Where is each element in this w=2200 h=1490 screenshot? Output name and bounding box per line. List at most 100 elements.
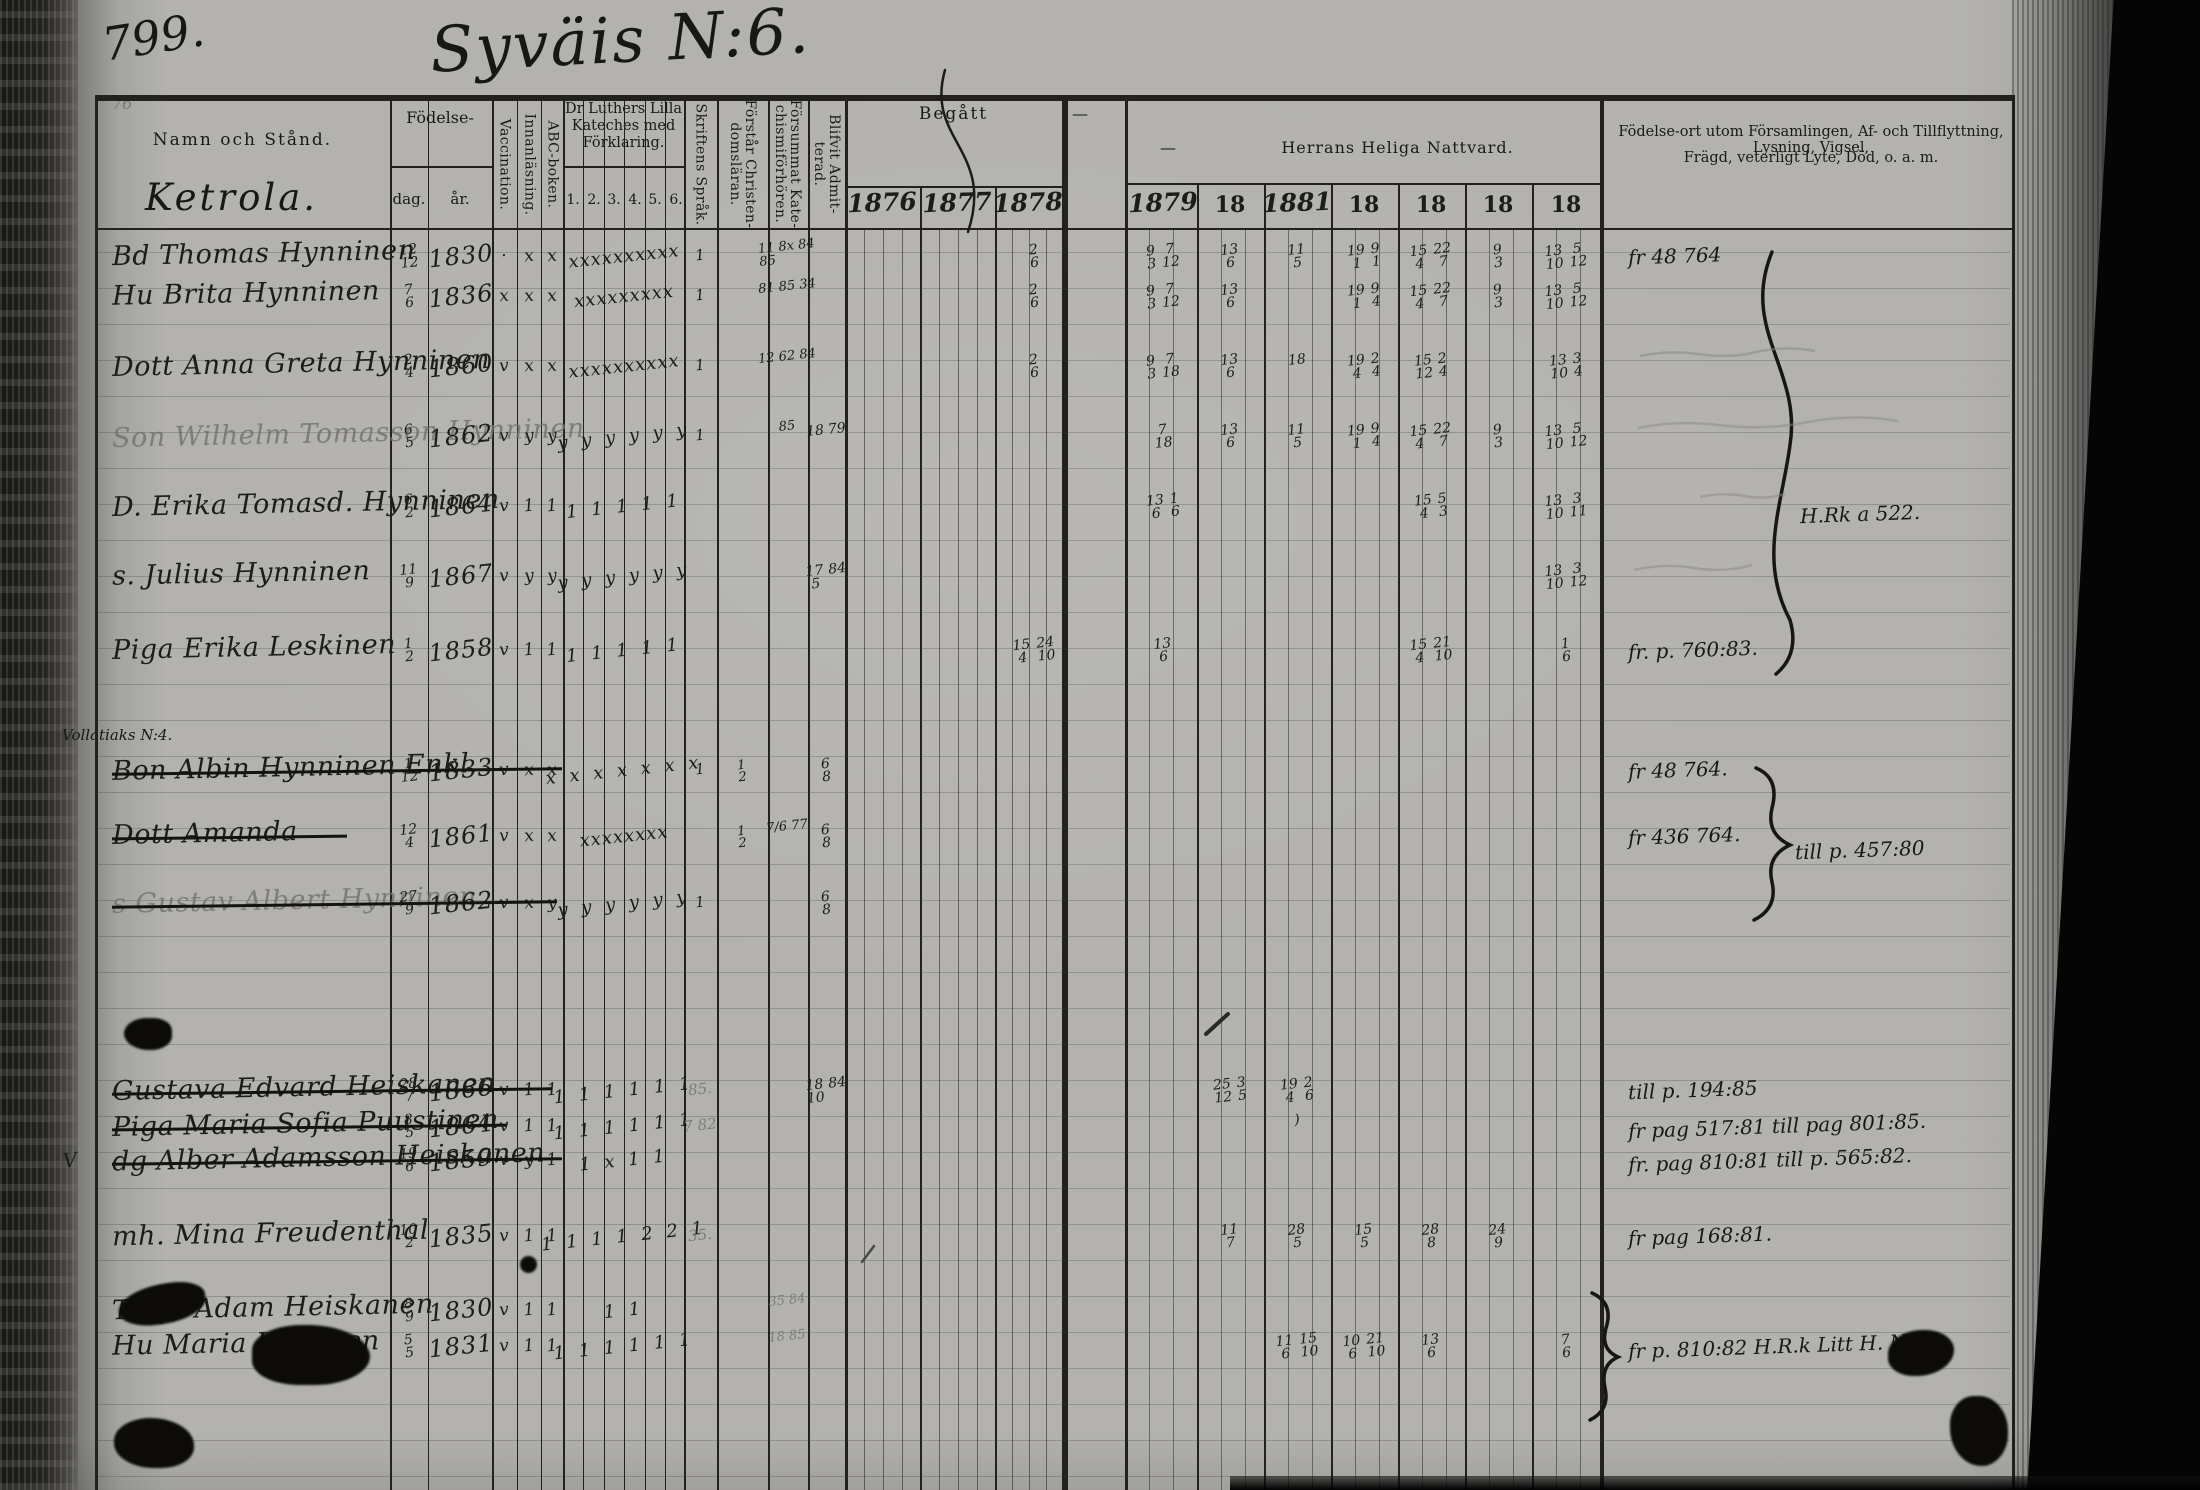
table-line [1379, 228, 1380, 1490]
abc-book-mark: 1 [545, 639, 559, 661]
vaccination-mark: v [498, 495, 510, 517]
table-line [883, 228, 884, 1490]
row-name: mh. Mina Freudenthal [111, 1214, 430, 1253]
table-line [624, 95, 625, 1490]
nattvard-year-label: 18 [1214, 192, 1246, 218]
birth-year: 1862 [427, 418, 495, 454]
birth-year: 1867 [427, 558, 495, 594]
ink-blot [124, 1018, 172, 1050]
admitted-mark: 18 10 84 [804, 1073, 847, 1108]
row-annotation: fr pag 168:81. [1627, 1221, 1773, 1251]
vaccination-mark: v [498, 825, 510, 847]
row-annotation: fr. p. 760:83. [1627, 635, 1759, 665]
table-line [1355, 228, 1356, 1490]
reading-mark: 1 [522, 1299, 536, 1321]
book-spine [0, 0, 80, 1490]
reading-mark: 1 [522, 1335, 536, 1357]
section-note: Vollatiaks N:4. [62, 726, 173, 744]
communion-mark: 9 3 7 12 [1145, 240, 1181, 273]
communion-mark: 19 1 9 4 [1346, 280, 1382, 313]
table-line [845, 95, 848, 1490]
table-line [808, 95, 810, 1490]
extra-annotation: H.Rk a 522. [1799, 499, 1921, 529]
communion-mark: 15 4 5 3 [1413, 490, 1449, 523]
village-name: Ketrola. [145, 176, 319, 219]
communion-mark: 13 10 5 12 [1543, 240, 1589, 274]
row-annotation: fr pag 517:81 till pag 801:85. [1627, 1108, 1927, 1144]
missed-exam-mark: 7/6 77 [765, 816, 809, 837]
table-line [1556, 228, 1557, 1490]
paper-page [78, 0, 2120, 1490]
birth-day: 10 2 [398, 1221, 419, 1252]
col-header-catechism: Dr Luthers Lilla Kateches med Förklaring… [564, 101, 682, 151]
birth-year: 1864 [427, 488, 495, 524]
ink-blot [114, 1418, 194, 1468]
vaccination-mark: v [498, 355, 510, 377]
nattvard-year-label: 1879 [1127, 186, 1199, 219]
communion-mark: 15 4 24 10 [1011, 633, 1057, 667]
catechism-subcol-label: 2. [587, 192, 601, 208]
table-line [1600, 95, 1604, 1490]
table-line [684, 95, 686, 1490]
row-name: Bon Albin Hynninen Enkl. [111, 748, 479, 787]
table-line [717, 95, 719, 1490]
table-line [97, 396, 2010, 397]
table-line [97, 1152, 2010, 1153]
vaccination-mark: · [500, 245, 508, 267]
communion-mark: 13 6 [1219, 281, 1240, 312]
row-annotation: fr. pag 810:81 till p. 565:82. [1627, 1143, 1913, 1177]
table-line [1062, 95, 1068, 1490]
ink-blot [1950, 1396, 2008, 1466]
birth-day: 12 4 [398, 821, 419, 852]
row-name: Piga Erika Leskinen [111, 629, 397, 666]
table-line [1312, 228, 1313, 1490]
col-header-birthplace-line1: Födelse-ort utom Församlingen, Af- och T… [1618, 124, 2004, 156]
table-line [1197, 183, 1199, 1490]
col-header-nattvard: Herrans Heliga Nattvard. [1281, 138, 1514, 157]
communion-mark: 9 3 7 12 [1145, 280, 1181, 313]
table-line [1046, 228, 1047, 1490]
row-annotation: fr 48 764 [1627, 242, 1722, 270]
begatt-year-label: 1876 [846, 186, 918, 219]
nattvard-dash: — [1160, 138, 1176, 157]
table-line [97, 1296, 2010, 1297]
reading-mark: 1 [522, 495, 536, 517]
begatt-dash: — [1072, 104, 1088, 123]
scripture-mark: 1 [694, 285, 706, 305]
catechism-marks: 1 1 [602, 1297, 646, 1324]
abc-book-mark: 1 [545, 495, 559, 517]
table-line [97, 1260, 2010, 1261]
begatt-year-label: 1878 [992, 186, 1064, 219]
communion-mark: 11 7 [1219, 1221, 1240, 1252]
nattvard-year-label: 18 [1348, 192, 1380, 218]
margin-check-mark: V [61, 1147, 79, 1173]
scripture-mark: 1 [694, 759, 706, 779]
reading-mark: x [523, 285, 535, 307]
table-line [97, 468, 2010, 469]
abc-book-mark: 1 [545, 1299, 559, 1321]
table-line [958, 228, 959, 1490]
table-line [95, 228, 2012, 230]
table-line [604, 95, 605, 1490]
birth-year: 1831 [427, 1328, 495, 1364]
communion-mark: 11 5 [1286, 421, 1307, 452]
communion-mark: 15 4 22 7 [1408, 239, 1452, 273]
scripture-mark: 1 [694, 892, 706, 912]
scripture-mark: 35. [687, 1224, 713, 1246]
col-header-birth: Födelse- [406, 108, 474, 127]
reading-mark: 1 [522, 1115, 536, 1137]
birth-day: 11 9 [398, 561, 419, 592]
col-header-birthplace-line2: Frägd, veterligt Lyte, Död, o. a. m. [1683, 150, 1939, 166]
ink-blot [520, 1256, 537, 1273]
communion-mark: 13 6 1 6 [1145, 490, 1181, 523]
table-line [428, 95, 429, 1490]
scripture-mark: 1 [694, 355, 706, 375]
